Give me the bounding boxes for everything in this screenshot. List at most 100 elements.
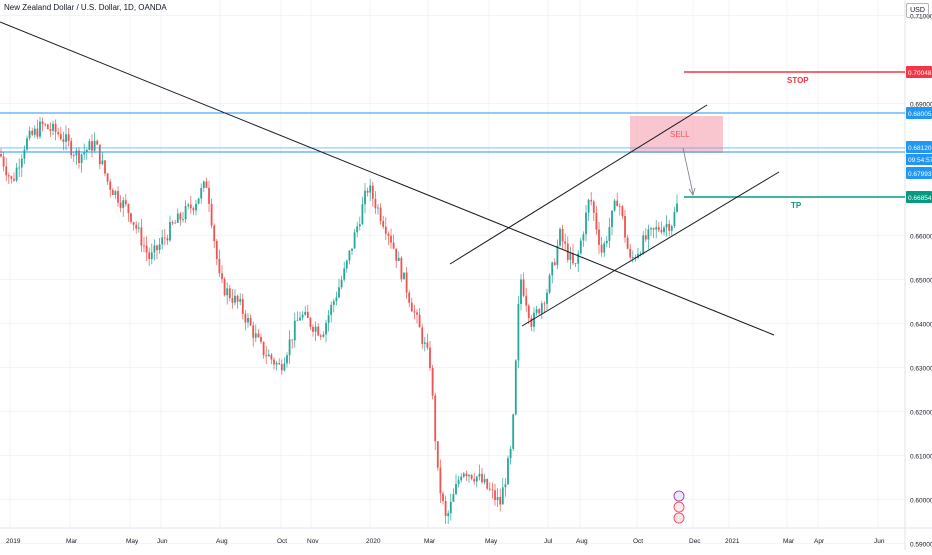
price-tick-label: 0.66000	[910, 233, 932, 240]
candle-body	[543, 303, 546, 305]
time-tick-label: Mar	[424, 538, 436, 545]
price-tick-label: 0.64000	[910, 321, 932, 328]
candle-body	[163, 237, 166, 239]
sell-zone	[630, 116, 723, 153]
candle-body	[439, 467, 442, 494]
candle-body	[335, 297, 338, 302]
candle-body	[270, 354, 273, 360]
time-tick-label: Mar	[66, 538, 78, 545]
candle-body	[447, 513, 450, 517]
candle-body	[527, 305, 530, 319]
candle-body	[397, 257, 400, 261]
candle-body	[595, 212, 598, 230]
candle-body	[273, 359, 275, 365]
candle-body	[98, 144, 101, 165]
candle-body	[304, 311, 307, 315]
candle-body	[585, 212, 587, 235]
candle-body	[312, 326, 314, 332]
candle-body	[520, 279, 522, 305]
candle-body	[239, 299, 242, 302]
candle-body	[460, 476, 463, 481]
candle-body	[478, 473, 481, 477]
candle-body	[517, 304, 520, 361]
candle-body	[457, 480, 460, 484]
candle-body	[455, 483, 457, 495]
candle-body	[140, 227, 143, 246]
candle-body	[405, 272, 408, 293]
price-tick-label: 0.59000	[910, 541, 932, 548]
time-tick-label: Aug	[216, 538, 228, 545]
price-tick-label: 0.61000	[910, 453, 932, 460]
candle-body	[657, 227, 660, 230]
candle-body	[403, 272, 405, 280]
candle-body	[663, 227, 665, 233]
event-icon	[673, 501, 685, 513]
candle-body	[530, 318, 533, 327]
time-tick-label: Mar	[783, 538, 795, 545]
event-icon	[673, 490, 685, 502]
candle-body	[343, 268, 346, 280]
candle-body	[306, 311, 309, 319]
candle-body	[553, 262, 556, 265]
candle-body	[319, 335, 322, 337]
candle-body	[572, 253, 574, 264]
candle-body	[676, 203, 678, 212]
price-tick-label: 0.71000	[910, 13, 932, 20]
candle-body	[197, 198, 200, 204]
candle-body	[470, 474, 473, 479]
candle-body	[184, 206, 187, 220]
candle-body	[673, 211, 676, 227]
candle-body	[169, 222, 171, 241]
candle-body	[5, 166, 8, 176]
candle-body	[104, 160, 106, 174]
candle-body	[223, 279, 226, 296]
channel-upper-line	[449, 104, 708, 265]
candle-body	[491, 489, 494, 491]
candle-body	[395, 248, 398, 261]
price-tag-label-last: 0.67993	[908, 171, 932, 178]
candle-body	[39, 121, 41, 137]
currency-button[interactable]: USD	[906, 3, 929, 18]
candle-body	[548, 275, 551, 293]
candle-body	[410, 302, 413, 312]
candle-body	[449, 501, 452, 514]
candle-body	[75, 150, 78, 156]
candle-body	[59, 134, 62, 140]
price-tick-label: 0.60000	[910, 497, 932, 504]
candle-body	[189, 204, 192, 209]
candle-body	[426, 342, 429, 348]
candle-body	[608, 227, 611, 241]
candle-body	[231, 298, 234, 303]
sell-arrow	[682, 147, 694, 195]
time-tick-label: Jul	[544, 538, 553, 545]
candle-body	[117, 191, 119, 203]
candle-body	[301, 314, 304, 318]
candle-body	[13, 178, 15, 181]
candle-body	[278, 363, 281, 365]
event-icon	[673, 512, 685, 524]
candle-body	[132, 222, 135, 225]
candle-body	[494, 490, 496, 501]
time-tick-label: May	[485, 538, 498, 545]
time-tick-label: 2020	[366, 538, 381, 545]
candle-body	[559, 228, 561, 246]
candle-body	[309, 318, 312, 327]
candle-body	[156, 245, 158, 251]
candle-body	[119, 202, 122, 208]
candle-body	[296, 320, 299, 322]
candle-body	[429, 347, 431, 368]
candle-body	[210, 203, 213, 226]
price-tag-last	[906, 167, 932, 179]
candle-body	[109, 181, 112, 190]
price-tag-label-resistance: 0.68005	[908, 111, 932, 118]
candle-body	[83, 152, 86, 155]
candle-body	[78, 150, 80, 164]
candle-body	[252, 325, 255, 338]
price-tag-resistance	[906, 107, 932, 119]
candle-body	[522, 279, 525, 296]
candle-body	[65, 134, 67, 142]
candle-body	[325, 322, 327, 335]
candle-body	[332, 301, 335, 305]
